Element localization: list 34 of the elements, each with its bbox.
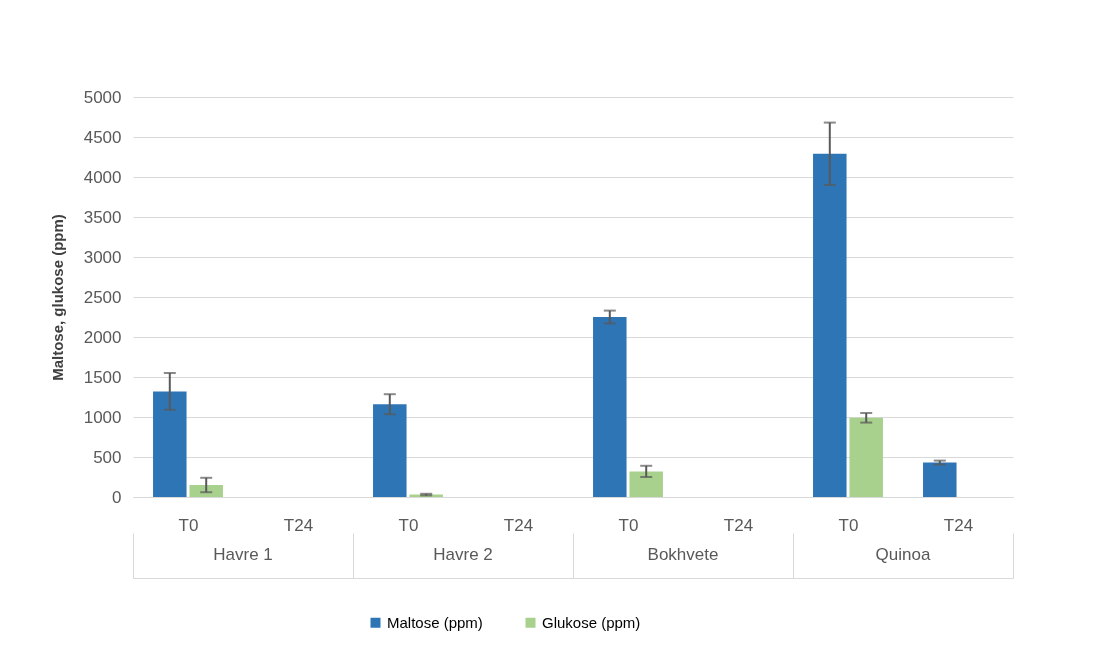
x-tick-label: T24	[503, 515, 534, 535]
y-axis-title: Maltose, glukose (ppm)	[48, 214, 66, 381]
bar	[189, 485, 223, 497]
y-tick-label: 2000	[83, 327, 122, 347]
y-tick-label: 3000	[83, 247, 122, 267]
legend-label: Maltose (ppm)	[387, 613, 483, 631]
x-tick-label: T24	[723, 515, 754, 535]
y-tick-label: 5000	[83, 87, 122, 107]
x-tick-label: T0	[838, 515, 859, 535]
bar	[593, 317, 627, 497]
x-tick-label: T24	[943, 515, 974, 535]
bar	[923, 462, 957, 497]
x-tick-label: T24	[283, 515, 314, 535]
y-tick-label: 500	[93, 447, 122, 467]
x-tick-label: T0	[178, 515, 199, 535]
text: Havre 2	[433, 545, 493, 564]
bar	[629, 471, 663, 497]
bar	[373, 404, 407, 497]
bar	[813, 153, 847, 497]
y-tick-label: 0	[112, 487, 122, 507]
y-tick-label: 2500	[83, 287, 122, 307]
y-tick-label: 4500	[83, 127, 122, 147]
x-tick-label: T0	[618, 515, 639, 535]
bar	[849, 417, 883, 497]
text: Quinoa	[875, 545, 931, 564]
y-tick-label: 1000	[83, 407, 122, 427]
x-tick-label: T0	[398, 515, 419, 535]
y-tick-label: 3500	[83, 207, 122, 227]
bar	[153, 391, 187, 497]
legend-label: Glukose (ppm)	[542, 613, 641, 631]
y-tick-label: 1500	[83, 367, 122, 387]
text: Havre 1	[213, 545, 273, 564]
y-tick-label: 4000	[83, 167, 122, 187]
text: Bokhvete	[647, 545, 719, 564]
